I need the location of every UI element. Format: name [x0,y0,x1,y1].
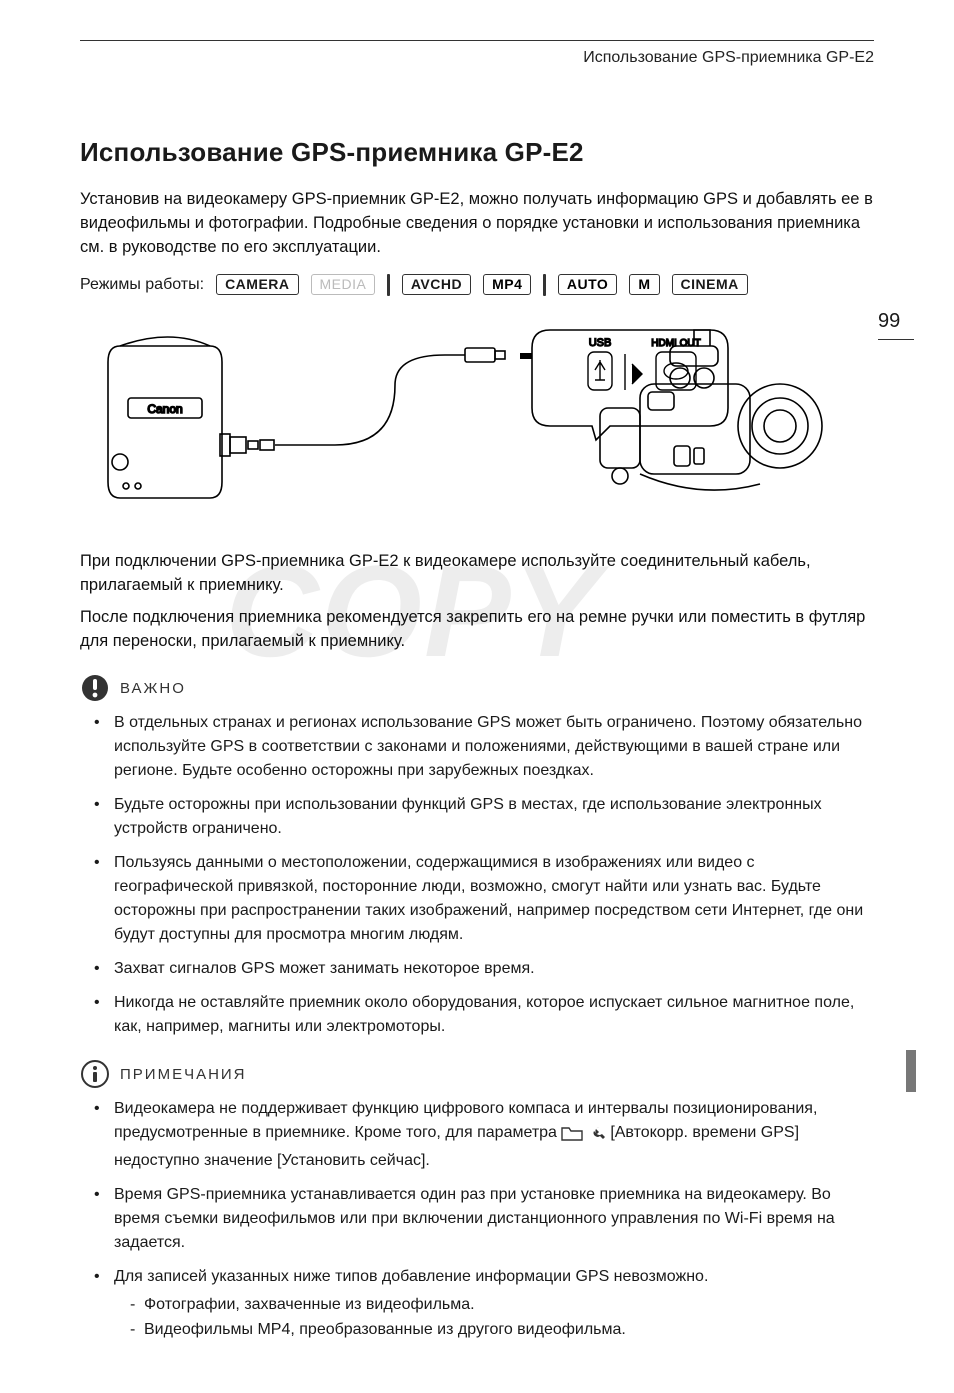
mode-mp4: MP4 [483,274,531,295]
mode-divider [387,274,390,296]
mode-avchd: AVCHD [402,274,471,295]
list-item: Захват сигналов GPS может занимать некот… [100,957,874,981]
page-title: Использование GPS-приемника GP-E2 [80,137,874,168]
intro-paragraph: Установив на видеокамеру GPS-приемник GP… [80,188,874,260]
svg-text:Canon: Canon [147,402,182,416]
wrench-icon [588,1125,606,1149]
list-item: Никогда не оставляйте приемник около обо… [100,991,874,1039]
modes-row: Режимы работы: CAMERA MEDIA AVCHD MP4 AU… [80,274,874,296]
list-item: Время GPS-приемника устанавливается один… [100,1183,874,1255]
modes-label: Режимы работы: [80,276,204,294]
connection-diagram: Canon [80,316,840,526]
folder-icon [561,1125,583,1149]
mode-cinema: CINEMA [672,274,748,295]
mode-m: M [629,274,659,295]
notes-sublist: Фотографии, захваченные из видеофильма. … [114,1293,874,1343]
list-sub-item: Фотографии, захваченные из видеофильма. [130,1293,874,1318]
top-rule [80,40,874,41]
svg-text:USB: USB [589,337,612,349]
document-page: Использование GPS-приемника GP-E2 COPY 9… [0,0,954,1393]
running-head: Использование GPS-приемника GP-E2 [80,49,874,67]
info-icon [80,1059,110,1089]
exclamation-icon [80,673,110,703]
notes-text-3: Для записей указанных ниже типов добавле… [114,1268,708,1285]
important-heading: ВАЖНО [80,673,874,703]
notes-heading: ПРИМЕЧАНИЯ [80,1059,874,1089]
post-diagram-paragraph-2: После подключения приемника рекомендуетс… [80,606,874,654]
page-number-text: 99 [878,310,900,332]
list-item: Пользуясь данными о местоположении, соде… [100,851,874,947]
page-number-rule [878,339,914,340]
list-item: Будьте осторожны при использовании функц… [100,793,874,841]
list-sub-item: Видеофильмы MP4, преобразованные из друг… [130,1318,874,1343]
list-item: В отдельных странах и регионах использов… [100,711,874,783]
side-tab [906,1050,916,1092]
list-item: Видеокамера не поддерживает функцию цифр… [100,1097,874,1173]
mode-camera: CAMERA [216,274,298,295]
mode-auto: AUTO [558,274,617,295]
list-item: Для записей указанных ниже типов добавле… [100,1265,874,1343]
notes-label: ПРИМЕЧАНИЯ [120,1066,247,1083]
post-diagram-paragraph-1: При подключении GPS-приемника GP-E2 к ви… [80,550,874,598]
mode-media: MEDIA [311,274,376,295]
important-list: В отдельных странах и регионах использов… [80,711,874,1039]
notes-list: Видеокамера не поддерживает функцию цифр… [80,1097,874,1343]
mode-divider [543,274,546,296]
page-number: 99 [878,310,914,340]
important-label: ВАЖНО [120,680,186,697]
